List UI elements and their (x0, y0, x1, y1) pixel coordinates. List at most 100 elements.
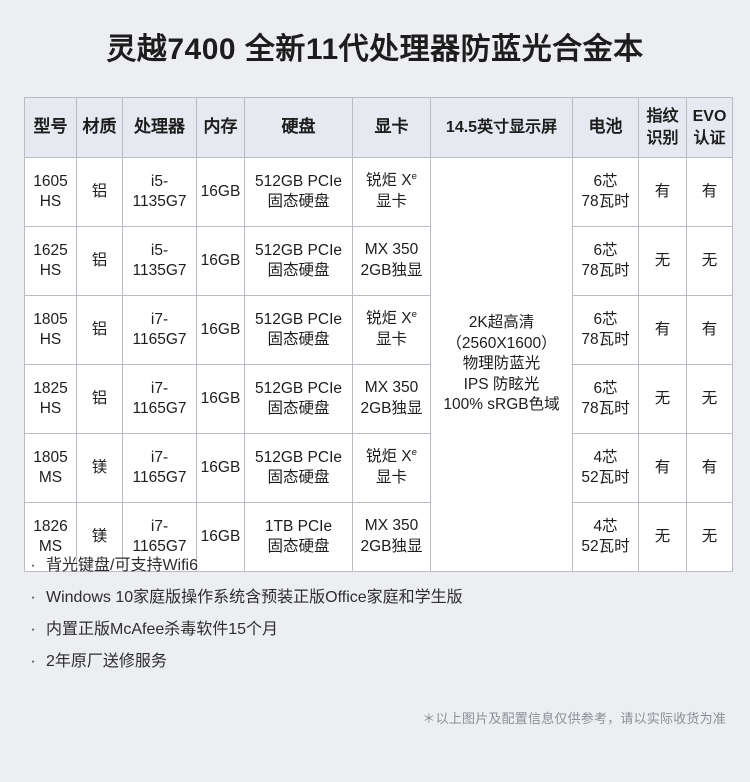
cell-model-line-2: HS (39, 400, 62, 417)
cell-cpu: i7- 1165G7 (122, 433, 197, 503)
list-item: · 背光键盘/可支持Wifi6 (22, 550, 722, 582)
cell-gpu-text: 锐炬 X (366, 310, 412, 328)
cell-fingerprint: 无 (638, 226, 687, 296)
disclaimer-footnote: ＊以上图片及配置信息仅供参考，请以实际收货为准 (422, 711, 726, 726)
cell-evo: 无 (686, 502, 733, 572)
cell-gpu-line-1: 锐炬 Xe (354, 309, 429, 330)
cell-gpu-text: 锐炬 X (366, 448, 412, 466)
list-item-label: Windows 10家庭版操作系统含预装正版Office家庭和学生版 (46, 589, 463, 606)
cell-model-line-1: 1826 (33, 517, 68, 535)
cell-storage-line-1: 512GB PCIe (254, 448, 343, 466)
list-item: · 2年原厂送修服务 (22, 646, 722, 678)
table-header-row: 型号 材质 处理器 内存 硬盘 显卡 14.5英寸显示屏 电池 指纹 识别 EV… (24, 97, 733, 158)
cell-gpu-line-1: 锐炬 Xe (354, 171, 429, 192)
cell-fingerprint: 无 (638, 502, 687, 572)
cell-gpu: 锐炬 Xe 显卡 (352, 295, 431, 365)
cell-cpu: i5- 1135G7 (122, 157, 197, 227)
cell-cpu-line-1: i5- (150, 172, 169, 190)
cell-model: 1825 HS (24, 364, 77, 434)
col-header-display: 14.5英寸显示屏 (430, 97, 573, 158)
cell-gpu-line-1: MX 350 (354, 516, 429, 537)
cell-storage: 512GB PCIe 固态硬盘 (244, 433, 353, 503)
feature-list: · 背光键盘/可支持Wifi6 · Windows 10家庭版操作系统含预装正版… (22, 550, 722, 678)
cell-material: 镁 (76, 433, 123, 503)
cell-gpu-superscript: e (411, 171, 417, 183)
cell-battery-line-2: 52瓦时 (581, 538, 630, 555)
table-row: 1825 HS 铝 i7- 1165G7 16GB 512GB PCIe 固态硬… (24, 364, 733, 434)
cell-gpu: MX 350 2GB独显 (352, 502, 431, 572)
page-title: 灵越7400 全新11代处理器防蓝光合金本 (106, 33, 644, 66)
cell-battery: 6芯 78瓦时 (572, 157, 639, 227)
cell-memory: 16GB (196, 226, 245, 296)
cell-gpu-text: MX 350 (364, 517, 419, 535)
cell-model: 1805 MS (24, 433, 77, 503)
spec-table-container: 型号 材质 处理器 内存 硬盘 显卡 14.5英寸显示屏 电池 指纹 识别 EV… (24, 97, 733, 572)
list-item-label: 背光键盘/可支持Wifi6 (46, 557, 199, 574)
cell-gpu-line-2: 显卡 (375, 331, 407, 349)
table-row: 1805 HS 铝 i7- 1165G7 16GB 512GB PCIe 固态硬… (24, 295, 733, 365)
list-item-label: 2年原厂送修服务 (46, 653, 167, 670)
cell-gpu: 锐炬 Xe 显卡 (352, 433, 431, 503)
table-row: 1605 HS 铝 i5- 1135G7 16GB 512GB PCIe 固态硬… (24, 157, 733, 572)
cell-model-line-2: HS (39, 262, 62, 279)
cell-fingerprint: 无 (638, 364, 687, 434)
cell-battery-line-1: 4芯 (593, 517, 618, 535)
cell-fingerprint: 有 (638, 157, 687, 227)
cell-cpu-line-1: i7- (150, 517, 169, 535)
cell-gpu-superscript: e (411, 447, 417, 459)
cell-evo: 有 (686, 433, 733, 503)
table-row: 1805 MS 镁 i7- 1165G7 16GB 512GB PCIe 固态硬… (24, 433, 733, 503)
cell-memory: 16GB (196, 364, 245, 434)
cell-evo: 有 (686, 157, 733, 227)
cell-cpu-line-1: i7- (150, 379, 169, 397)
bullet-icon: · (30, 621, 36, 638)
display-line-2: （2560X1600） (446, 334, 557, 352)
cell-battery: 6芯 78瓦时 (572, 364, 639, 434)
col-header-memory: 内存 (196, 97, 245, 158)
cell-gpu-line-2: 2GB独显 (360, 538, 423, 556)
cell-model-line-1: 1805 (33, 310, 68, 328)
cell-cpu: i7- 1165G7 (122, 364, 197, 434)
cell-battery-line-2: 78瓦时 (581, 400, 630, 417)
cell-battery: 4芯 52瓦时 (572, 433, 639, 503)
list-item-label: 内置正版McAfee杀毒软件15个月 (46, 621, 279, 638)
table-row: 1625 HS 铝 i5- 1135G7 16GB 512GB PCIe 固态硬… (24, 226, 733, 296)
cell-cpu-line-2: 1165G7 (132, 538, 187, 555)
cell-material: 铝 (76, 364, 123, 434)
cell-memory: 16GB (196, 157, 245, 227)
cell-material: 铝 (76, 226, 123, 296)
col-header-evo-line-2: 认证 (693, 129, 726, 147)
display-line-4: IPS 防眩光 (463, 375, 540, 393)
cell-model-line-2: HS (39, 193, 62, 210)
cell-model: 1625 HS (24, 226, 77, 296)
col-header-cpu: 处理器 (122, 97, 197, 158)
list-item: · 内置正版McAfee杀毒软件15个月 (22, 614, 722, 646)
cell-storage-line-1: 512GB PCIe (254, 379, 343, 397)
cell-model-line-2: MS (38, 538, 63, 555)
cell-battery-line-1: 6芯 (593, 379, 618, 397)
cell-storage-line-2: 固态硬盘 (267, 469, 330, 486)
cell-storage: 512GB PCIe 固态硬盘 (244, 364, 353, 434)
cell-storage-line-1: 512GB PCIe (254, 241, 343, 259)
cell-gpu-line-1: 锐炬 Xe (354, 447, 429, 468)
cell-storage-line-2: 固态硬盘 (267, 331, 330, 348)
cell-gpu-line-2: 显卡 (375, 469, 407, 487)
cell-gpu-text: 锐炬 X (366, 172, 412, 190)
cell-storage-line-1: 1TB PCIe (264, 517, 333, 535)
col-header-material: 材质 (76, 97, 123, 158)
cell-gpu-line-2: 2GB独显 (360, 400, 423, 418)
cell-cpu-line-2: 1135G7 (132, 262, 187, 279)
cell-storage-line-1: 512GB PCIe (254, 172, 343, 190)
cell-cpu-line-2: 1165G7 (132, 400, 187, 417)
cell-evo: 无 (686, 226, 733, 296)
cell-material: 铝 (76, 295, 123, 365)
cell-gpu-line-1: MX 350 (354, 378, 429, 399)
cell-evo: 有 (686, 295, 733, 365)
list-item: · Windows 10家庭版操作系统含预装正版Office家庭和学生版 (22, 582, 722, 614)
bullet-icon: · (30, 589, 36, 606)
cell-gpu-line-2: 2GB独显 (360, 262, 423, 280)
table-row: 1826 MS 镁 i7- 1165G7 16GB 1TB PCIe 固态硬盘 … (24, 502, 733, 572)
cell-cpu-line-2: 1165G7 (132, 331, 187, 348)
spec-table: 型号 材质 处理器 内存 硬盘 显卡 14.5英寸显示屏 电池 指纹 识别 EV… (24, 97, 733, 572)
cell-evo: 无 (686, 364, 733, 434)
